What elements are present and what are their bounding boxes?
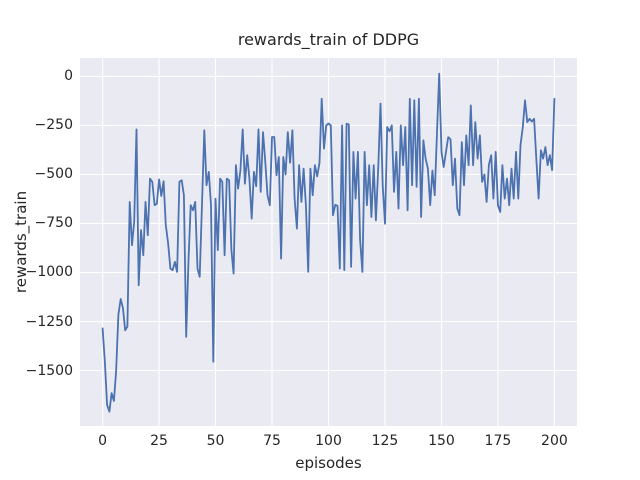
y-tick-label: −500 — [34, 166, 73, 183]
x-tick-label: 125 — [371, 433, 399, 449]
y-tick-label: −250 — [34, 117, 73, 134]
x-tick-label: 25 — [150, 433, 168, 449]
x-tick-label: 50 — [206, 433, 225, 449]
y-axis-label: rewards_train — [12, 190, 30, 294]
x-tick-label: 150 — [428, 433, 455, 449]
x-tick-label: 100 — [315, 433, 342, 449]
chart-title: rewards_train of DDPG — [237, 30, 420, 49]
y-tick-label: −750 — [34, 215, 73, 232]
x-tick-label: 175 — [484, 433, 512, 449]
y-tick-label: −1000 — [25, 264, 73, 281]
x-axis-label: episodes — [295, 454, 362, 472]
x-tick-label: 0 — [98, 433, 108, 449]
y-tick-label: −1250 — [25, 313, 73, 330]
x-tick-label: 75 — [263, 433, 281, 449]
rewards-line — [101, 72, 556, 413]
x-tick-label: 200 — [541, 433, 568, 449]
y-tick-label: −1500 — [25, 362, 73, 379]
y-tick-label: 0 — [64, 68, 73, 85]
